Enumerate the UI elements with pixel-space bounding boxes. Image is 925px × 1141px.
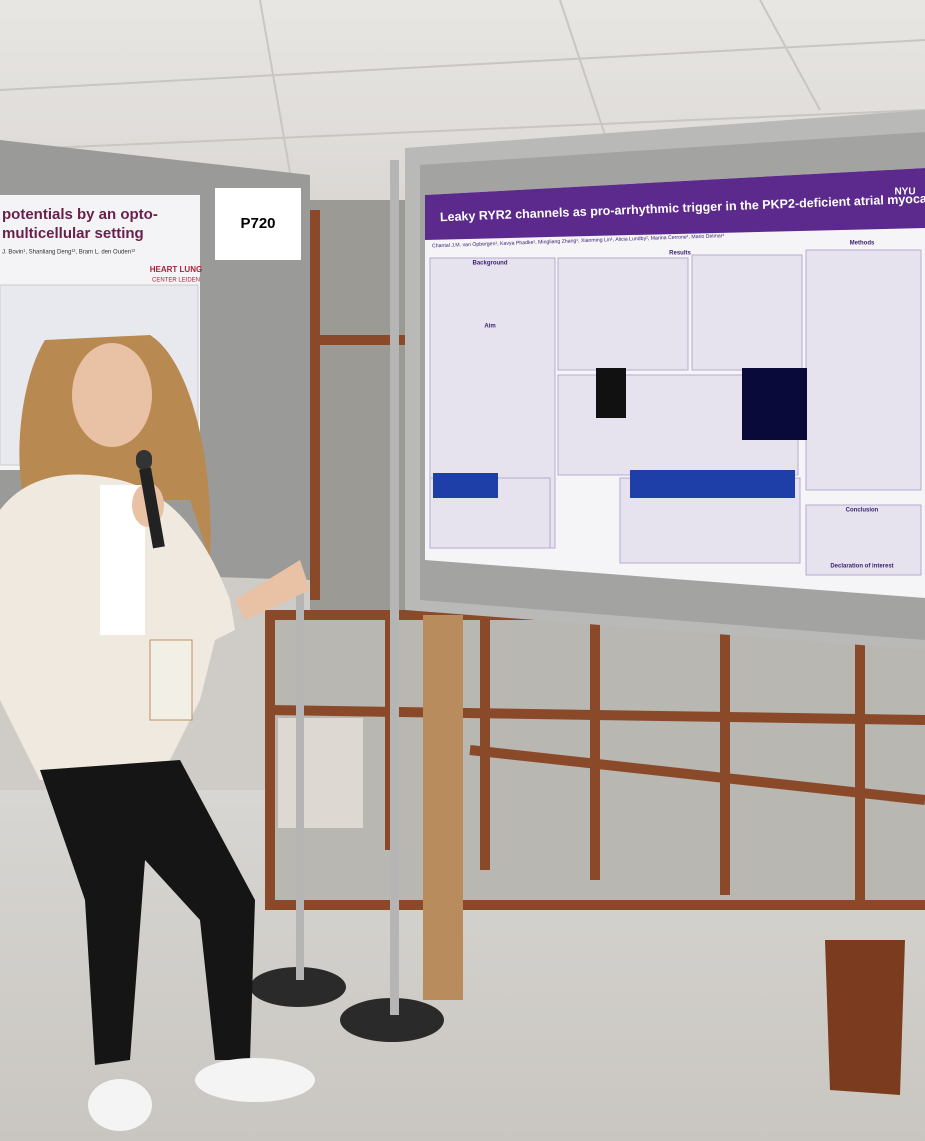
stand-base bbox=[340, 998, 444, 1042]
stand-pole bbox=[390, 160, 399, 1015]
micrograph bbox=[433, 473, 498, 498]
left-poster-title: potentials by an opto- bbox=[2, 206, 158, 223]
board-label: P720 bbox=[240, 215, 275, 232]
left-logo: HEART LUNG bbox=[150, 265, 202, 274]
section-heading: Conclusion bbox=[846, 508, 879, 514]
presenter bbox=[0, 335, 315, 1131]
micrograph bbox=[742, 368, 807, 440]
section-heading: Results bbox=[669, 251, 691, 257]
section-heading: Declaration of interest bbox=[830, 564, 893, 570]
section-heading: Background bbox=[472, 261, 507, 267]
left-poster-authors: J. Bovin¹, Shanliang Deng¹², Bram L. den… bbox=[2, 250, 135, 256]
section-heading: Aim bbox=[484, 324, 495, 330]
micrograph bbox=[596, 368, 626, 418]
board-label-card bbox=[215, 188, 301, 260]
micrograph bbox=[630, 470, 795, 498]
left-poster-title: multicellular setting bbox=[2, 225, 144, 242]
bag bbox=[825, 940, 905, 1095]
left-logo: CENTER LEIDEN bbox=[152, 278, 200, 284]
right-logo: NYU bbox=[894, 187, 915, 198]
stand-base bbox=[250, 967, 346, 1007]
right-poster-header bbox=[425, 168, 925, 240]
poster-tube bbox=[423, 615, 463, 1000]
section-heading: Methods bbox=[850, 241, 875, 247]
poster-panels bbox=[429, 249, 922, 576]
